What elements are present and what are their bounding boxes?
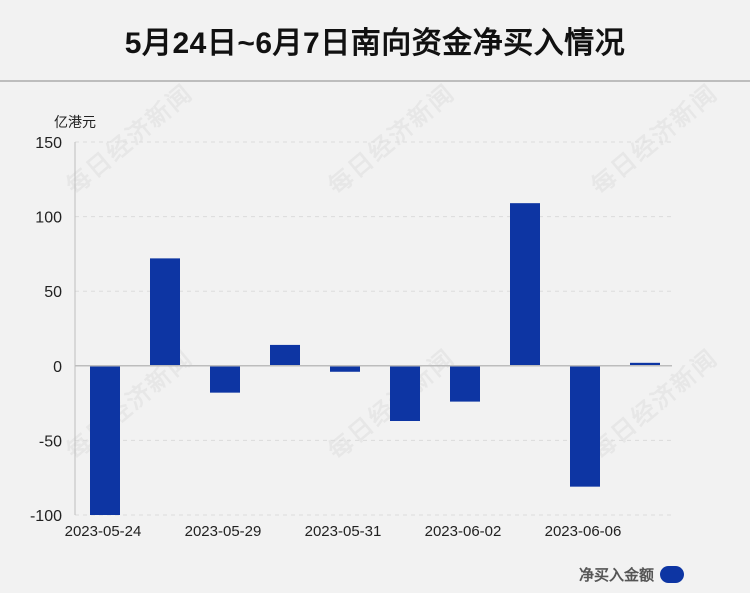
- legend: 净买入金额: [579, 564, 684, 585]
- bar: [210, 365, 240, 393]
- y-tick-label: 100: [35, 210, 62, 227]
- chart-title: 5月24日~6月7日南向资金净买入情况: [124, 27, 626, 60]
- bar: [150, 258, 180, 366]
- title-divider: [0, 80, 750, 82]
- x-tick-label: 2023-05-24: [65, 523, 142, 540]
- bar: [90, 365, 120, 515]
- bar: [630, 362, 660, 366]
- x-tick-label: 2023-06-02: [425, 523, 502, 540]
- bar: [510, 203, 540, 366]
- legend-swatch: [660, 566, 684, 583]
- y-tick-label: 50: [44, 284, 62, 301]
- x-tick-label: 2023-06-06: [545, 523, 622, 540]
- bar: [450, 365, 480, 402]
- legend-label: 净买入金额: [578, 567, 654, 584]
- y-tick-label: -100: [30, 508, 62, 525]
- y-tick-label: 0: [53, 359, 62, 376]
- x-tick-label: 2023-05-31: [305, 523, 382, 540]
- y-tick-label: -50: [39, 433, 62, 450]
- bar: [330, 365, 360, 372]
- x-tick-label: 2023-05-29: [185, 523, 262, 540]
- bar: [390, 365, 420, 422]
- bar: [570, 365, 600, 487]
- y-axis-unit-label: 亿港元: [54, 114, 96, 130]
- bar: [270, 344, 300, 366]
- y-tick-label: 150: [35, 135, 62, 152]
